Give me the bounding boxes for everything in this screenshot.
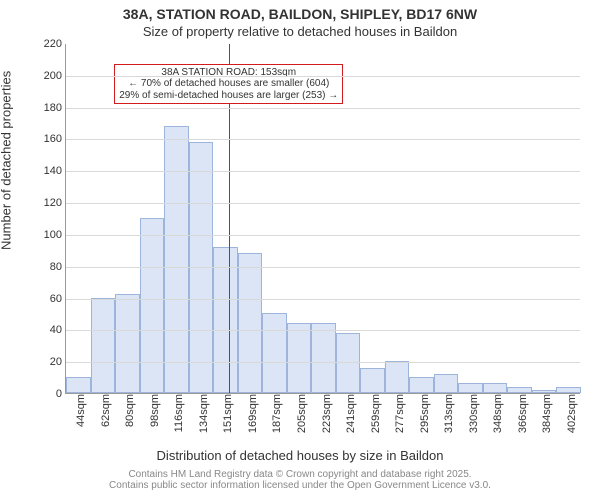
gridline [66,171,580,172]
x-axis-label: Distribution of detached houses by size … [0,448,600,463]
gridline [66,267,580,268]
y-tick-label: 180 [36,102,62,114]
annotation-box: 38A STATION ROAD: 153sqm← 70% of detache… [114,64,343,105]
x-tick-label: 313sqm [443,394,455,438]
bar [458,383,483,393]
annotation-line: ← 70% of detached houses are smaller (60… [119,78,338,90]
x-tick-label: 98sqm [149,394,161,438]
chart-title-sub: Size of property relative to detached ho… [0,24,600,39]
y-tick-label: 20 [36,356,62,368]
bar [213,247,238,393]
bar [434,374,459,393]
x-tick-label: 223sqm [321,394,333,438]
gridline [66,235,580,236]
x-tick-label: 277sqm [394,394,406,438]
x-tick-label: 402sqm [566,394,578,438]
bar [66,377,91,393]
chart-container: 38A, STATION ROAD, BAILDON, SHIPLEY, BD1… [0,0,600,500]
gridline [66,362,580,363]
x-tick-label: 384sqm [541,394,553,438]
x-tick-label: 205sqm [296,394,308,438]
chart-footer: Contains HM Land Registry data © Crown c… [0,469,600,491]
x-tick-label: 134sqm [198,394,210,438]
bar [115,294,140,393]
chart-title-main: 38A, STATION ROAD, BAILDON, SHIPLEY, BD1… [0,6,600,22]
gridline [66,76,580,77]
bar [556,387,581,393]
bar [238,253,263,393]
bar [140,218,165,393]
x-tick-label: 348sqm [492,394,504,438]
gridline [66,299,580,300]
y-tick-label: 0 [36,388,62,400]
x-tick-label: 169sqm [247,394,259,438]
x-tick-label: 241sqm [345,394,357,438]
plot-area: 38A STATION ROAD: 153sqm← 70% of detache… [65,44,580,394]
y-tick-label: 40 [36,324,62,336]
x-tick-label: 44sqm [75,394,87,438]
x-tick-label: 330sqm [468,394,480,438]
x-tick-label: 295sqm [419,394,431,438]
x-tick-label: 62sqm [100,394,112,438]
bar [91,298,116,393]
gridline [66,139,580,140]
y-tick-label: 140 [36,165,62,177]
gridline [66,108,580,109]
y-tick-label: 100 [36,229,62,241]
bar [311,323,336,393]
bar [262,313,287,393]
x-tick-label: 151sqm [222,394,234,438]
bar [483,383,508,393]
annotation-line: 29% of semi-detached houses are larger (… [119,90,338,102]
x-tick-label: 259sqm [370,394,382,438]
bar [287,323,312,393]
y-tick-label: 160 [36,133,62,145]
footer-line-2: Contains public sector information licen… [0,480,600,491]
bar [164,126,189,393]
bar [409,377,434,393]
bar [360,368,385,393]
y-tick-label: 80 [36,261,62,273]
y-tick-label: 60 [36,293,62,305]
gridline [66,203,580,204]
footer-line-1: Contains HM Land Registry data © Crown c… [0,469,600,480]
x-tick-label: 187sqm [271,394,283,438]
y-axis-label: Number of detached properties [0,71,14,250]
y-tick-label: 220 [36,38,62,50]
bar [385,361,410,393]
x-tick-label: 116sqm [173,394,185,438]
y-tick-label: 200 [36,70,62,82]
gridline [66,330,580,331]
x-tick-label: 80sqm [124,394,136,438]
bar [507,387,532,393]
bar [532,390,557,393]
x-tick-label: 366sqm [517,394,529,438]
y-tick-label: 120 [36,197,62,209]
